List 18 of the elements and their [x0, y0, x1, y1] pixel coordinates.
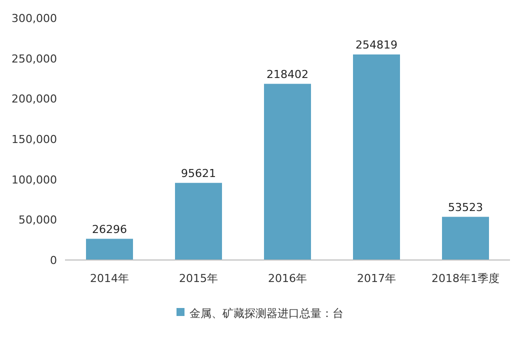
y-tick-label: 300,000: [12, 12, 57, 25]
x-tick-label: 2016年: [268, 272, 307, 285]
legend-label: 金属、矿藏探测器进口总量：台: [190, 307, 344, 320]
data-label: 26296: [92, 222, 127, 236]
y-tick-label: 150,000: [12, 133, 57, 146]
x-tick-label: 2017年: [357, 272, 396, 285]
data-label: 218402: [266, 68, 308, 81]
data-label: 254819: [356, 38, 398, 52]
data-label: 95621: [181, 166, 216, 180]
y-tick-label: 0: [50, 254, 57, 267]
x-tick-label: 2014年: [90, 272, 129, 285]
x-tick-label: 2015年: [179, 272, 218, 285]
x-tick-label: 2018年1季度: [432, 272, 500, 285]
y-tick-label: 50,000: [18, 214, 57, 227]
y-tick-label: 250,000: [12, 52, 57, 66]
y-tick-label: 100,000: [12, 173, 57, 186]
y-tick-label: 200,000: [12, 92, 57, 106]
data-label: 53523: [448, 200, 483, 214]
